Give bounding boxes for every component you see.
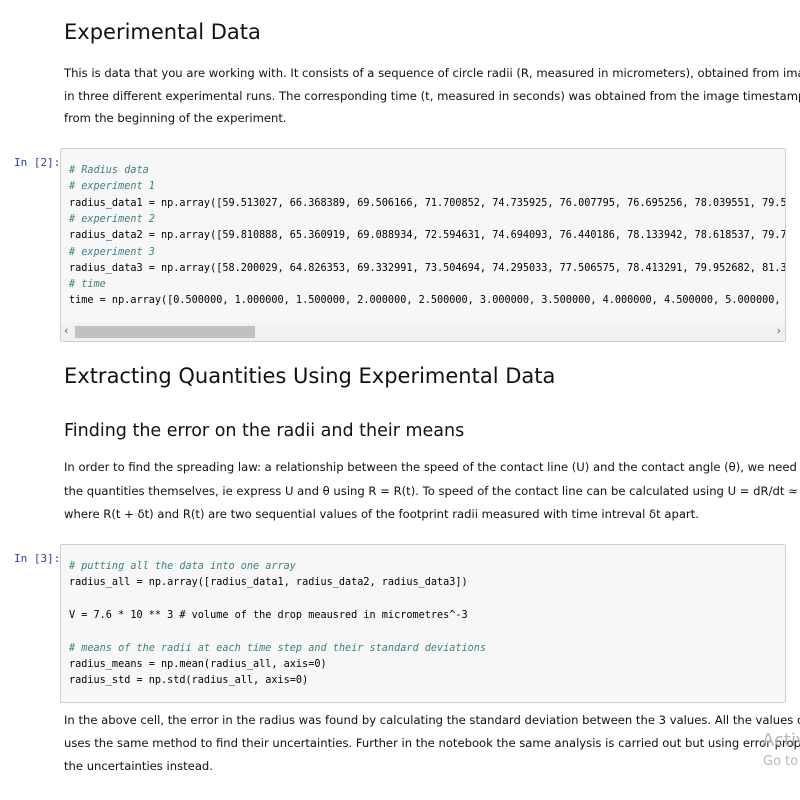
paragraph-line: uses the same method to find their uncer…: [64, 736, 800, 750]
paragraph-line: This is data that you are working with. …: [64, 66, 800, 80]
code-line: # Radius data: [69, 165, 149, 176]
paragraph-line: In order to find the spreading law: a re…: [64, 460, 800, 474]
heading: Experimental Data: [64, 20, 261, 44]
code-line: # means of the radii at each time step a…: [69, 642, 487, 654]
paragraph-line: the quantities themselves, ie express U …: [64, 483, 800, 498]
cell-prompt: In [3]:: [14, 552, 61, 565]
paragraph-line: the uncertainties instead.: [64, 759, 213, 773]
code-line: radius_data3 = np.array([58.200029, 64.8…: [69, 262, 786, 274]
subheading: Finding the error on the radii and their…: [64, 421, 465, 441]
scrollbar-thumb: [75, 326, 255, 338]
paragraph-line: in three different experimental runs. Th…: [64, 88, 800, 103]
code-line: radius_means = np.mean(radius_all, axis=…: [69, 658, 327, 670]
code-line: # experiment 1: [69, 181, 155, 193]
cell-prompt: In [2]:: [14, 156, 61, 169]
code-line: V = 7.6 * 10 ** 3 # volume of the drop m…: [69, 609, 468, 621]
code-line: # experiment 3: [69, 246, 155, 258]
code-line: # putting all the data into one array: [69, 561, 296, 572]
code-line: radius_std = np.std(radius_all, axis=0): [69, 675, 309, 687]
paragraph-line: from the beginning of the experiment.: [64, 111, 287, 126]
horizontal-scrollbar: ‹ ›: [61, 323, 785, 341]
code-line: # time: [69, 279, 106, 291]
paragraph-line: In the above cell, the error in the radi…: [64, 713, 800, 727]
code-line: radius_data2 = np.array([59.810888, 65.3…: [69, 230, 786, 242]
code-cell: # putting all the data into one array rad…: [60, 544, 786, 703]
code-cell: # Radius data # experiment 1 radius_data1 …: [60, 148, 786, 342]
scroll-right: ›: [776, 324, 781, 337]
watermark: Go to S: [763, 754, 800, 769]
code-line: time = np.array([0.500000, 1.000000, 1.5…: [69, 295, 786, 307]
code-line: # experiment 2: [69, 213, 155, 225]
code-line: radius_data1 = np.array([59.513027, 66.3…: [69, 197, 786, 209]
watermark: Activ: [762, 730, 800, 751]
paragraph-line: where R(t + δt) and R(t) are two sequent…: [64, 507, 699, 521]
scroll-left: ‹: [64, 324, 69, 337]
heading: Extracting Quantities Using Experimental…: [64, 364, 556, 388]
code-line: radius_all = np.array([radius_data1, rad…: [69, 577, 468, 589]
